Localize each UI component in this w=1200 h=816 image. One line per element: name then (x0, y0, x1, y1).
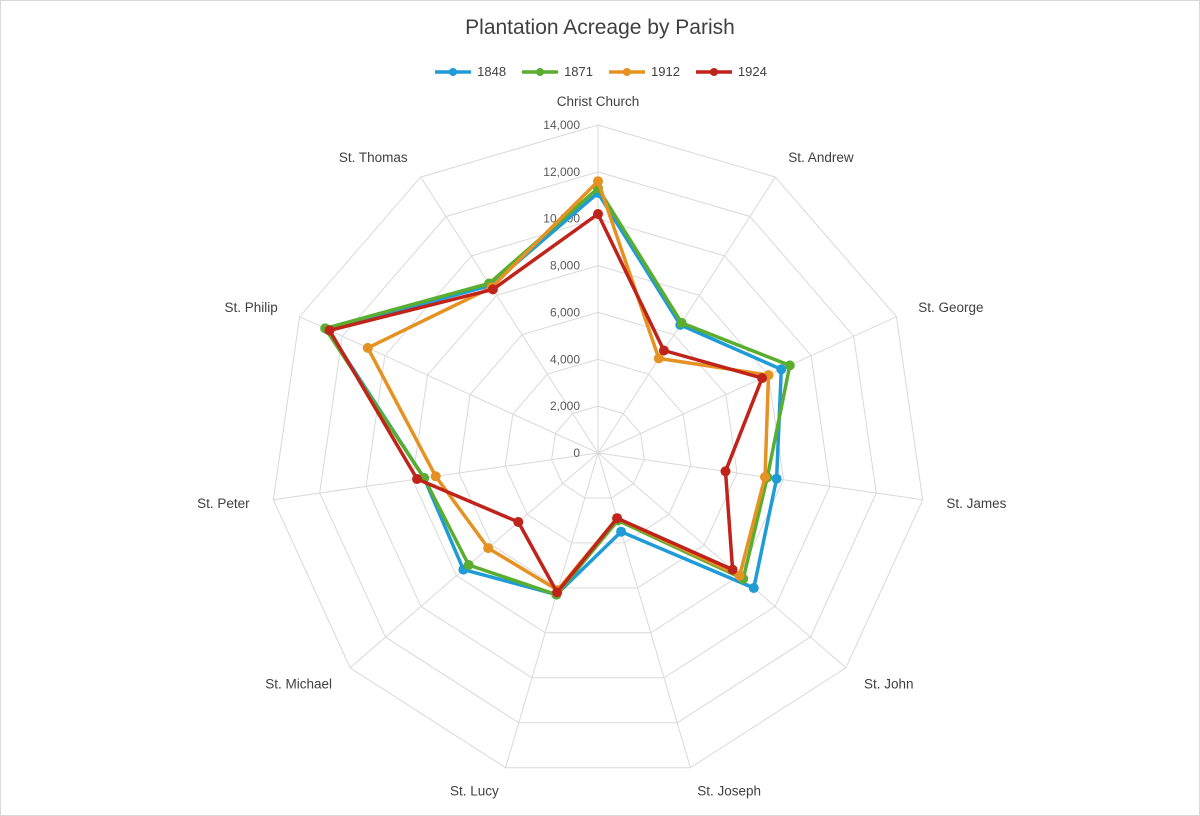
grid-spoke (420, 176, 599, 454)
data-point (771, 473, 782, 484)
grid-spoke (505, 452, 599, 768)
data-point (430, 471, 441, 482)
category-label: St. George (918, 300, 983, 315)
grid-spoke (597, 452, 691, 768)
series-line (327, 212, 764, 595)
series-1924 (324, 209, 768, 598)
chart-title: Plantation Acreage by Parish (465, 16, 735, 39)
data-point (784, 360, 795, 371)
data-point (653, 353, 664, 364)
grid-ring (458, 311, 738, 589)
grid-ring (411, 265, 785, 634)
data-point (362, 342, 373, 353)
category-label: St. John (864, 677, 914, 692)
data-point (612, 513, 623, 524)
data-point (483, 543, 494, 554)
category-label: Christ Church (557, 94, 640, 109)
grid-spoke (597, 452, 847, 669)
tick-label: 2,000 (550, 399, 580, 413)
legend-swatch (609, 67, 645, 76)
category-label: St. Philip (225, 300, 278, 315)
grid-spoke (299, 316, 599, 454)
tick-label: 6,000 (550, 305, 580, 319)
legend-swatch (435, 67, 472, 76)
category-label: St. Joseph (697, 784, 761, 799)
grid-ring (319, 171, 877, 724)
data-point (734, 570, 745, 581)
category-label: St. Thomas (339, 150, 408, 165)
legend: 1848 1871 1912 1924 (0, 64, 1200, 79)
legend-label: 1912 (651, 64, 680, 79)
legend-swatch (695, 67, 732, 76)
data-point (760, 472, 770, 482)
data-point (757, 373, 768, 384)
tick-label: 14,000 (543, 118, 580, 132)
legend-entry: 1912 (607, 64, 680, 79)
series (320, 176, 795, 600)
category-label: St. Peter (197, 496, 250, 511)
tick-label: 12,000 (543, 165, 580, 179)
legend-label: 1924 (737, 64, 767, 79)
grid (272, 124, 924, 769)
grid-ring (365, 218, 831, 679)
legend-label: 1848 (477, 64, 507, 79)
data-point (463, 560, 474, 570)
data-point (513, 517, 524, 527)
data-point (658, 345, 669, 356)
series-1912 (362, 176, 774, 596)
data-point (593, 176, 603, 187)
data-point (593, 209, 603, 219)
data-point (727, 564, 738, 575)
grid-ring (551, 405, 645, 499)
data-point (552, 587, 563, 598)
data-point (776, 364, 787, 375)
category-label: St. Lucy (450, 784, 499, 799)
data-point (487, 284, 498, 295)
tick-label: 4,000 (550, 352, 580, 366)
grid-spoke (597, 176, 776, 454)
grid-spoke (597, 316, 897, 454)
data-point (748, 583, 759, 593)
grid-spoke (349, 452, 599, 669)
tick-label: 0 (573, 446, 580, 460)
data-point (616, 526, 627, 537)
tick-label: 8,000 (550, 259, 580, 273)
series-line (366, 179, 771, 592)
data-point (412, 474, 423, 484)
legend-entry: 1924 (694, 64, 767, 79)
category-label: St. Andrew (788, 150, 854, 165)
data-point (324, 325, 335, 336)
series-line (325, 191, 784, 597)
legend-entry: 1871 (520, 64, 593, 79)
legend-swatch (522, 67, 559, 76)
data-point (720, 466, 731, 477)
legend-entry: 1848 (433, 64, 506, 79)
legend-label: 1871 (564, 64, 593, 79)
grid-ring (272, 124, 924, 769)
category-labels: Christ Church St. Andrew St. George St. Jam… (197, 94, 1007, 799)
category-label: St. Michael (265, 677, 332, 692)
data-point (676, 317, 687, 328)
category-label: St. James (946, 496, 1006, 511)
